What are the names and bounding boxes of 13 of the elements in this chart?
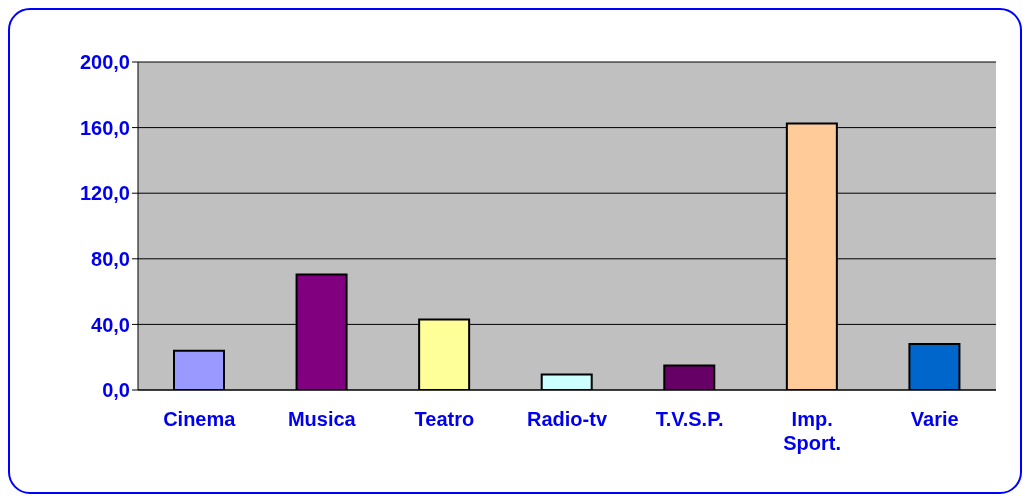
y-tick-label: 80,0	[91, 247, 130, 270]
x-tick-label: Teatro	[414, 408, 475, 430]
y-tick-label: 0,0	[102, 379, 130, 402]
x-tick-label: T.V.S.P.	[655, 408, 724, 430]
y-tick-label: 120,0	[79, 182, 130, 205]
x-tick-label: Varie	[910, 408, 959, 430]
y-tick-label: 200,0	[79, 51, 130, 74]
x-tick-label: Musica	[287, 408, 357, 430]
x-tick-label: Cinema	[163, 408, 237, 430]
x-tick-label: Radio-tv	[527, 408, 608, 430]
y-tick-label: 40,0	[91, 313, 130, 336]
y-tick-label: 160,0	[79, 116, 130, 139]
x-tick-label: Imp. Sport.	[783, 408, 842, 454]
